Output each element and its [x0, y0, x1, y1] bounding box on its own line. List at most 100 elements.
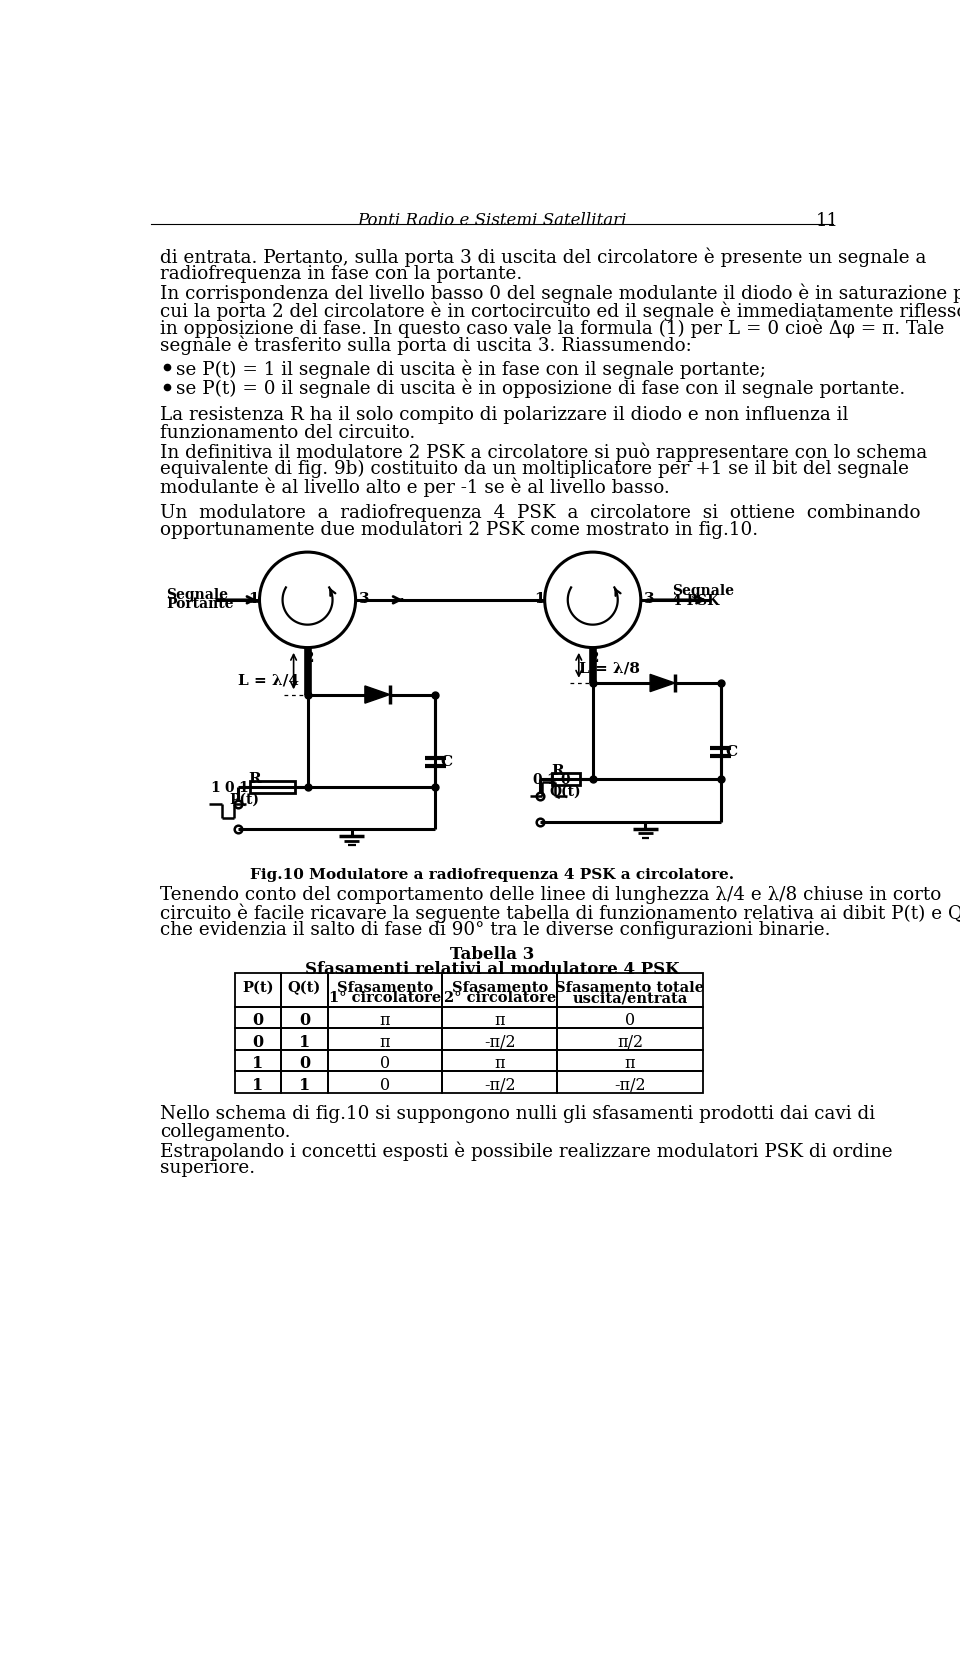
- Text: collegamento.: collegamento.: [160, 1123, 291, 1141]
- Bar: [557, 1072, 703, 1092]
- Text: 1° circolatore: 1° circolatore: [329, 992, 442, 1005]
- Text: 0: 0: [380, 1055, 390, 1072]
- Text: Q(t): Q(t): [288, 980, 321, 995]
- Text: P(t): P(t): [242, 980, 274, 995]
- Text: segnale è trasferito sulla porta di uscita 3. Riassumendo:: segnale è trasferito sulla porta di usci…: [160, 336, 692, 356]
- Text: π: π: [625, 1055, 636, 1072]
- Bar: [281, 1007, 327, 1029]
- Bar: [443, 973, 557, 1007]
- Text: Segnale: Segnale: [672, 584, 733, 599]
- Bar: [443, 1007, 557, 1029]
- Text: -π/2: -π/2: [484, 1077, 516, 1094]
- Text: 0: 0: [625, 1012, 635, 1029]
- Text: circuito è facile ricavare la seguente tabella di funzionamento relativa ai dibi: circuito è facile ricavare la seguente t…: [160, 903, 960, 923]
- Text: 0: 0: [532, 774, 542, 787]
- Text: π/2: π/2: [617, 1034, 643, 1050]
- Text: Segnale: Segnale: [166, 587, 228, 601]
- Text: Tabella 3: Tabella 3: [450, 946, 534, 963]
- Text: In definitiva il modulatore 2 PSK a circolatore si può rappresentare con lo sche: In definitiva il modulatore 2 PSK a circ…: [160, 443, 927, 461]
- Bar: [234, 1029, 281, 1050]
- Text: Fig.10 Modulatore a radiofrequenza 4 PSK a circolatore.: Fig.10 Modulatore a radiofrequenza 4 PSK…: [250, 868, 734, 883]
- Bar: [234, 1007, 281, 1029]
- Text: 4 PSK: 4 PSK: [672, 594, 719, 609]
- Bar: [552, 774, 581, 785]
- Text: Un  modulatore  a  radiofrequenza  4  PSK  a  circolatore  si  ottiene  combinan: Un modulatore a radiofrequenza 4 PSK a c…: [160, 503, 921, 522]
- Bar: [557, 1050, 703, 1072]
- Text: La resistenza R ha il solo compito di polarizzare il diodo e non influenza il: La resistenza R ha il solo compito di po…: [160, 406, 849, 425]
- Text: 3: 3: [644, 592, 655, 606]
- Text: π: π: [380, 1012, 391, 1029]
- Text: 3: 3: [359, 592, 370, 606]
- Text: Sfasamento totale: Sfasamento totale: [556, 980, 705, 995]
- Text: 0: 0: [561, 774, 570, 787]
- Text: 2: 2: [588, 651, 599, 666]
- Text: 2: 2: [303, 651, 314, 666]
- Bar: [281, 973, 327, 1007]
- Bar: [443, 1029, 557, 1050]
- Text: Nello schema di fig.10 si suppongono nulli gli sfasamenti prodotti dai cavi di: Nello schema di fig.10 si suppongono nul…: [160, 1106, 876, 1123]
- Text: Sfasamenti relativi al modulatore 4 PSK: Sfasamenti relativi al modulatore 4 PSK: [304, 960, 680, 978]
- Text: Portante: Portante: [166, 597, 234, 611]
- Text: L = λ/4: L = λ/4: [238, 673, 299, 688]
- Bar: [251, 780, 295, 794]
- Text: 1: 1: [299, 1034, 310, 1050]
- Text: -π/2: -π/2: [614, 1077, 646, 1094]
- Bar: [443, 1072, 557, 1092]
- Bar: [557, 973, 703, 1007]
- Text: Tenendo conto del comportamento delle linee di lunghezza λ/4 e λ/8 chiuse in cor: Tenendo conto del comportamento delle li…: [160, 886, 942, 904]
- Bar: [327, 1050, 443, 1072]
- Text: in opposizione di fase. In questo caso vale la formula (1) per L = 0 cioè Δφ = π: in opposizione di fase. In questo caso v…: [160, 319, 945, 337]
- Text: 0: 0: [299, 1055, 310, 1072]
- Text: Estrapolando i concetti esposti è possibile realizzare modulatori PSK di ordine: Estrapolando i concetti esposti è possib…: [160, 1141, 893, 1161]
- Text: 1: 1: [239, 780, 249, 795]
- Text: 1: 1: [299, 1077, 310, 1094]
- Text: 1: 1: [534, 592, 544, 606]
- Bar: [327, 1072, 443, 1092]
- Bar: [281, 1072, 327, 1092]
- Text: π: π: [494, 1012, 505, 1029]
- Text: In corrispondenza del livello basso 0 del segnale modulante il diodo è in satura: In corrispondenza del livello basso 0 de…: [160, 284, 960, 304]
- Polygon shape: [365, 686, 390, 703]
- Text: 1: 1: [546, 774, 556, 787]
- Text: Sfasamento: Sfasamento: [337, 980, 433, 995]
- Bar: [557, 1029, 703, 1050]
- Bar: [234, 1050, 281, 1072]
- Text: funzionamento del circuito.: funzionamento del circuito.: [160, 423, 416, 441]
- Text: 0: 0: [252, 1034, 263, 1050]
- Text: se P(t) = 0 il segnale di uscita è in opposizione di fase con il segnale portant: se P(t) = 0 il segnale di uscita è in op…: [176, 379, 905, 398]
- Text: 1: 1: [252, 1077, 264, 1094]
- Text: R: R: [551, 763, 564, 779]
- Bar: [327, 1029, 443, 1050]
- Bar: [443, 1050, 557, 1072]
- Text: 11: 11: [816, 211, 839, 230]
- Text: 0: 0: [299, 1012, 310, 1029]
- Text: P(t): P(t): [229, 794, 259, 807]
- Bar: [281, 1029, 327, 1050]
- Bar: [557, 1007, 703, 1029]
- Text: opportunamente due modulatori 2 PSK come mostrato in fig.10.: opportunamente due modulatori 2 PSK come…: [160, 520, 758, 539]
- Text: 0: 0: [252, 1012, 263, 1029]
- Text: -π/2: -π/2: [484, 1034, 516, 1050]
- Text: di entrata. Pertanto, sulla porta 3 di uscita del circolatore è presente un segn: di entrata. Pertanto, sulla porta 3 di u…: [160, 248, 926, 267]
- Text: C: C: [440, 755, 452, 769]
- Text: uscita/entrata: uscita/entrata: [572, 992, 687, 1005]
- Text: Q(t): Q(t): [549, 785, 581, 800]
- Text: modulante è al livello alto e per -1 se è al livello basso.: modulante è al livello alto e per -1 se …: [160, 477, 670, 497]
- Text: R: R: [249, 772, 261, 785]
- Text: 1: 1: [249, 592, 259, 606]
- Text: 0: 0: [225, 780, 234, 795]
- Text: 0: 0: [380, 1077, 390, 1094]
- Text: 1: 1: [210, 780, 221, 795]
- Text: Sfasamento: Sfasamento: [451, 980, 548, 995]
- Text: Ponti Radio e Sistemi Satellitari: Ponti Radio e Sistemi Satellitari: [357, 211, 627, 230]
- Bar: [327, 973, 443, 1007]
- Text: π: π: [494, 1055, 505, 1072]
- Text: cui la porta 2 del circolatore è in cortocircuito ed il segnale è immediatamente: cui la porta 2 del circolatore è in cort…: [160, 300, 960, 320]
- Text: superiore.: superiore.: [160, 1159, 255, 1176]
- Text: 2° circolatore: 2° circolatore: [444, 992, 556, 1005]
- Text: equivalente di fig. 9b) costituito da un moltiplicatore per +1 se il bit del seg: equivalente di fig. 9b) costituito da un…: [160, 460, 909, 478]
- Text: 1: 1: [252, 1055, 264, 1072]
- Text: π: π: [380, 1034, 391, 1050]
- Polygon shape: [650, 675, 675, 691]
- Text: se P(t) = 1 il segnale di uscita è in fase con il segnale portante;: se P(t) = 1 il segnale di uscita è in fa…: [176, 359, 766, 379]
